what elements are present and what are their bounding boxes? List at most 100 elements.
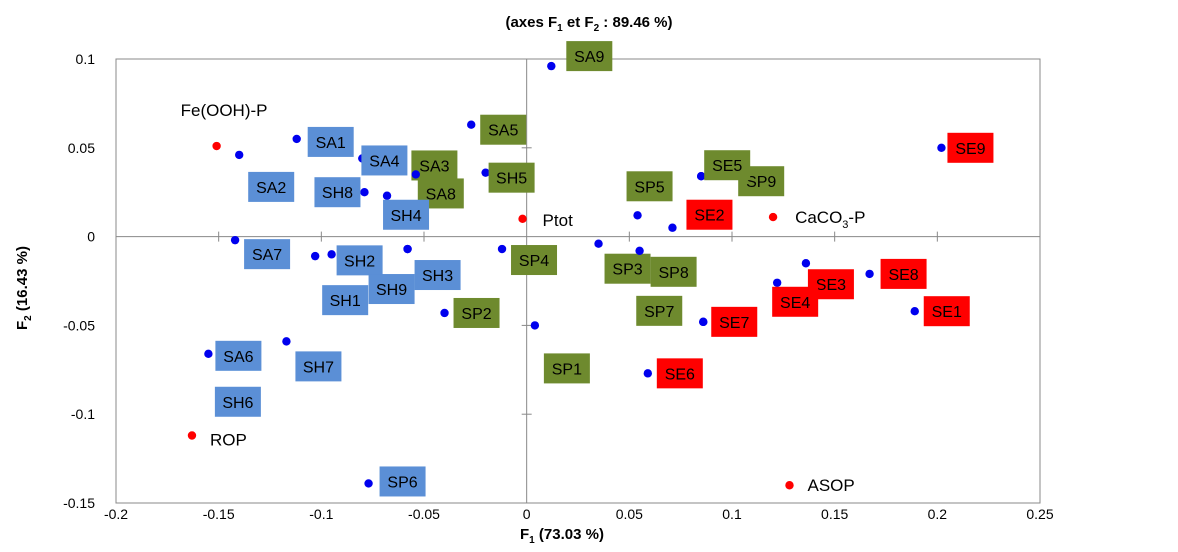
- point-label-se8: SE8: [888, 267, 918, 284]
- variable-point-rop: [187, 431, 197, 440]
- label-box-sp5: [626, 171, 673, 202]
- label-box-se2: [686, 199, 733, 230]
- label-box-sp6: [379, 466, 426, 497]
- point-label-sa8: SA8: [426, 186, 456, 203]
- data-point-sp4: [497, 244, 507, 254]
- point-label-sa5: SA5: [488, 123, 518, 140]
- data-point-se5: [697, 172, 706, 181]
- data-point-sp2: [440, 308, 449, 318]
- data-point-sp1: [530, 321, 540, 330]
- data-point-sh7: [282, 337, 291, 346]
- data-point-sa5: [467, 120, 476, 129]
- label-box-sa9: [566, 41, 613, 72]
- point-label-sa6: SA6: [223, 349, 253, 366]
- label-box-sh6: [214, 386, 261, 417]
- point-label-sh8: SH8: [322, 185, 353, 202]
- data-point-se8: [865, 269, 874, 279]
- variable-label-asop: ASOP: [807, 476, 854, 495]
- variable-point-asop: [785, 481, 794, 490]
- point-label-se3: SE3: [816, 277, 846, 294]
- data-point-sh5: [481, 168, 490, 177]
- variable-label-fe-ooh-p: Fe(OOH)-P: [181, 101, 268, 120]
- data-point-se4: [772, 278, 782, 287]
- point-label-sp9: SP9: [746, 174, 776, 191]
- label-box-sa7: [244, 239, 291, 270]
- label-box-sa1: [307, 126, 354, 157]
- point-label-sa7: SA7: [252, 247, 282, 264]
- label-box-sp7: [636, 295, 683, 326]
- x-tick-label: 0.05: [616, 506, 643, 522]
- point-label-sh5: SH5: [496, 171, 527, 188]
- point-label-sa2: SA2: [256, 180, 286, 197]
- data-point-sa1: [292, 134, 301, 144]
- variable-point-ptot: [518, 214, 527, 224]
- y-tick-label: 0.05: [68, 140, 95, 156]
- label-box-se7: [711, 306, 758, 337]
- point-label-sp5: SP5: [634, 179, 664, 196]
- data-point-sp3: [594, 239, 603, 248]
- x-tick-label: 0.1: [722, 506, 742, 522]
- label-box-sa2: [248, 171, 295, 202]
- data-point-sa6: [204, 349, 213, 359]
- label-box-sp8: [650, 256, 697, 287]
- data-point-se9: [937, 143, 946, 152]
- label-box-se4: [772, 286, 819, 317]
- point-label-sa4: SA4: [369, 153, 399, 170]
- data-point-sa7: [230, 235, 240, 245]
- point-label-sp2: SP2: [461, 306, 491, 323]
- x-tick-label: 0: [523, 506, 531, 522]
- label-box-sh9: [368, 274, 415, 305]
- point-label-se2: SE2: [694, 208, 724, 225]
- label-box-sh5: [488, 162, 535, 193]
- chart-title: (axes F1 et F2 : 89.46 %): [505, 14, 673, 34]
- label-box-sh2: [336, 245, 383, 276]
- label-box-sp1: [543, 353, 590, 384]
- data-point-sh8: [360, 188, 369, 197]
- label-box-se6: [656, 358, 703, 389]
- variable-point-fe-ooh-p: [212, 141, 221, 151]
- point-label-sh4: SH4: [390, 208, 421, 225]
- point-label-sp4: SP4: [519, 253, 549, 270]
- y-tick-labels: -0.15 -0.1 -0.05 0 0.05 0.1: [63, 51, 95, 511]
- label-box-sa6: [215, 340, 262, 371]
- label-box-sh4: [383, 199, 430, 230]
- data-point-sp5: [633, 211, 642, 220]
- point-label-se1: SE1: [932, 304, 962, 321]
- label-box-se9: [947, 132, 994, 163]
- y-tick-label: 0.1: [76, 51, 96, 67]
- label-box-se1: [923, 296, 970, 327]
- label-box-sh1: [322, 285, 369, 316]
- point-label-sp7: SP7: [644, 304, 674, 321]
- points-layer: SA1 SA2 SA3 SA4 SA5 SA6 SA7 SA8 SA9 SH1 SH2 SH3 SH4 S…: [181, 41, 994, 497]
- data-point-se1: [910, 306, 919, 316]
- y-tick-label: -0.15: [63, 495, 95, 511]
- data-point-sh9: [403, 244, 412, 254]
- point-label-sp8: SP8: [658, 265, 688, 282]
- data-point-sa2: [235, 150, 244, 160]
- data-point-se6: [643, 369, 653, 378]
- x-tick-label: -0.2: [104, 506, 128, 522]
- x-axis-label: F1 (73.03 %): [520, 526, 604, 546]
- axes: [116, 59, 1040, 503]
- variable-label-caco3-p: CaCO3-P: [795, 208, 865, 231]
- label-box-sp3: [604, 253, 651, 284]
- y-tick-label: -0.1: [71, 406, 95, 422]
- point-label-sh7: SH7: [303, 359, 334, 376]
- point-label-sp3: SP3: [612, 262, 642, 279]
- variable-label-ptot: Ptot: [543, 211, 574, 230]
- data-point-sh1: [310, 251, 320, 261]
- x-tick-label: 0.2: [928, 506, 948, 522]
- point-label-se5: SE5: [712, 158, 742, 175]
- label-box-sp2: [453, 297, 500, 328]
- label-box-sa5: [480, 114, 527, 145]
- point-label-sh1: SH1: [330, 293, 361, 310]
- x-tick-label: -0.05: [408, 506, 440, 522]
- label-box-sh3: [414, 260, 461, 291]
- variable-label-rop: ROP: [210, 431, 247, 450]
- x-tick-label: -0.1: [309, 506, 333, 522]
- x-tick-label: -0.15: [203, 506, 235, 522]
- data-point-sh4: [382, 191, 392, 200]
- point-label-sa1: SA1: [316, 135, 346, 152]
- point-label-sp6: SP6: [387, 474, 417, 491]
